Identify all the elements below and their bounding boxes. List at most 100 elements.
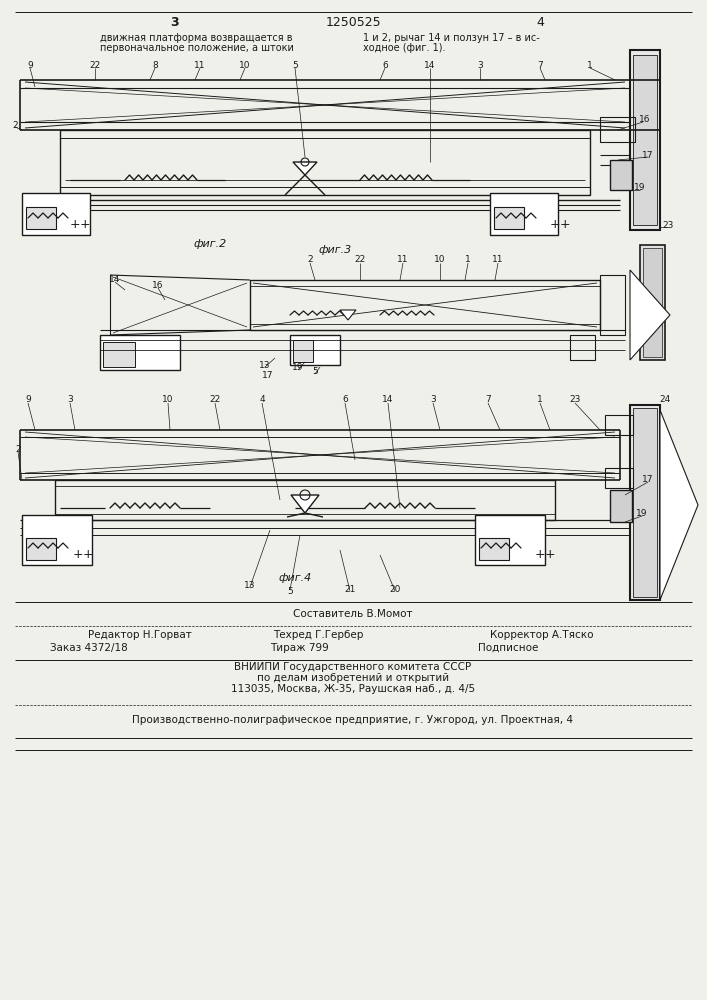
Bar — [630, 405, 660, 600]
Text: 3: 3 — [67, 395, 73, 404]
Polygon shape — [291, 495, 319, 513]
Text: 2: 2 — [12, 120, 18, 129]
Text: 1250525: 1250525 — [325, 15, 381, 28]
Text: по делам изобретений и открытий: по делам изобретений и открытий — [257, 673, 449, 683]
Text: +: + — [560, 218, 571, 231]
Bar — [490, 193, 558, 235]
Bar — [26, 207, 56, 229]
Text: Составитель В.Момот: Составитель В.Момот — [293, 609, 413, 619]
Text: ВНИИПИ Государственного комитета СССР: ВНИИПИ Государственного комитета СССР — [235, 662, 472, 672]
Text: 17: 17 — [642, 150, 654, 159]
Text: +: + — [544, 548, 555, 560]
Text: 2: 2 — [307, 255, 312, 264]
Bar — [22, 515, 92, 565]
Polygon shape — [340, 310, 356, 320]
Text: Производственно-полиграфическое предприятие, г. Ужгород, ул. Проектная, 4: Производственно-полиграфическое предприя… — [132, 715, 573, 725]
Text: 23: 23 — [662, 221, 674, 230]
Text: фиг.2: фиг.2 — [194, 239, 227, 249]
Text: 1: 1 — [465, 255, 471, 264]
Text: +: + — [70, 218, 81, 231]
Text: 9: 9 — [25, 395, 31, 404]
Text: фиг.3: фиг.3 — [318, 245, 351, 255]
Bar — [600, 117, 635, 142]
Text: Подписное: Подписное — [478, 643, 538, 653]
Text: 17: 17 — [642, 476, 654, 485]
Text: 1 и 2, рычаг 14 и ползун 17 – в ис-: 1 и 2, рычаг 14 и ползун 17 – в ис- — [363, 33, 539, 43]
Bar — [605, 415, 633, 435]
Text: +: + — [534, 548, 545, 560]
Text: 22: 22 — [89, 60, 100, 70]
Text: первоначальное положение, а штоки: первоначальное положение, а штоки — [100, 43, 294, 53]
Text: 10: 10 — [162, 395, 174, 404]
Text: фиг.4: фиг.4 — [279, 573, 312, 583]
Text: 4: 4 — [259, 395, 265, 404]
Bar — [103, 342, 135, 367]
Text: +: + — [83, 548, 93, 560]
Bar — [600, 275, 625, 335]
Bar — [475, 515, 545, 565]
Text: 23: 23 — [569, 395, 580, 404]
Bar — [293, 340, 313, 362]
Text: 14: 14 — [424, 60, 436, 70]
Text: 17: 17 — [262, 370, 274, 379]
Bar — [55, 480, 555, 520]
Text: движная платформа возвращается в: движная платформа возвращается в — [100, 33, 293, 43]
Text: 10: 10 — [434, 255, 445, 264]
Text: Техред Г.Гербер: Техред Г.Гербер — [273, 630, 363, 640]
Bar — [60, 130, 590, 195]
Text: 7: 7 — [485, 395, 491, 404]
Text: 16: 16 — [152, 282, 164, 290]
Text: +: + — [73, 548, 83, 560]
Text: 1: 1 — [587, 60, 593, 70]
Polygon shape — [630, 270, 670, 360]
Text: 6: 6 — [382, 60, 388, 70]
Text: 13: 13 — [244, 580, 256, 589]
Bar — [22, 193, 90, 235]
Polygon shape — [293, 162, 317, 175]
Bar — [26, 538, 56, 560]
Text: 14: 14 — [110, 275, 121, 284]
Text: Заказ 4372/18: Заказ 4372/18 — [50, 643, 128, 653]
Text: 10: 10 — [239, 60, 251, 70]
Bar — [610, 160, 632, 190]
Bar — [479, 538, 509, 560]
Text: +: + — [80, 218, 90, 231]
Text: 11: 11 — [194, 60, 206, 70]
Bar — [633, 55, 657, 225]
Text: Редактор Н.Горват: Редактор Н.Горват — [88, 630, 192, 640]
Text: 11: 11 — [492, 255, 504, 264]
Text: 5: 5 — [292, 60, 298, 70]
Text: 24: 24 — [660, 395, 671, 404]
Text: 21: 21 — [344, 584, 356, 593]
Text: 19: 19 — [634, 184, 645, 192]
Text: 5: 5 — [312, 367, 318, 376]
Text: 11: 11 — [397, 255, 409, 264]
Text: 22: 22 — [209, 395, 221, 404]
Text: 13: 13 — [259, 360, 271, 369]
Bar — [630, 50, 660, 230]
Text: 3: 3 — [430, 395, 436, 404]
Text: 20: 20 — [390, 584, 401, 593]
Bar — [290, 335, 340, 365]
Bar — [494, 207, 524, 229]
Bar — [605, 468, 633, 488]
Bar — [640, 245, 665, 360]
Text: 19: 19 — [636, 510, 648, 518]
Bar — [643, 248, 662, 357]
Text: 2: 2 — [15, 446, 21, 454]
Bar — [570, 335, 595, 360]
Bar — [633, 408, 657, 597]
Text: 19: 19 — [292, 363, 304, 372]
Polygon shape — [660, 410, 698, 600]
Bar — [100, 335, 180, 370]
Text: 5: 5 — [287, 587, 293, 596]
Bar — [610, 490, 632, 522]
Text: ходное (фиг. 1).: ходное (фиг. 1). — [363, 43, 445, 53]
Text: 3: 3 — [477, 60, 483, 70]
Text: Тираж 799: Тираж 799 — [270, 643, 329, 653]
Text: +: + — [549, 218, 561, 231]
Text: 16: 16 — [639, 115, 650, 124]
Text: 1: 1 — [537, 395, 543, 404]
Text: Корректор А.Тяско: Корректор А.Тяско — [490, 630, 593, 640]
Text: 4: 4 — [536, 15, 544, 28]
